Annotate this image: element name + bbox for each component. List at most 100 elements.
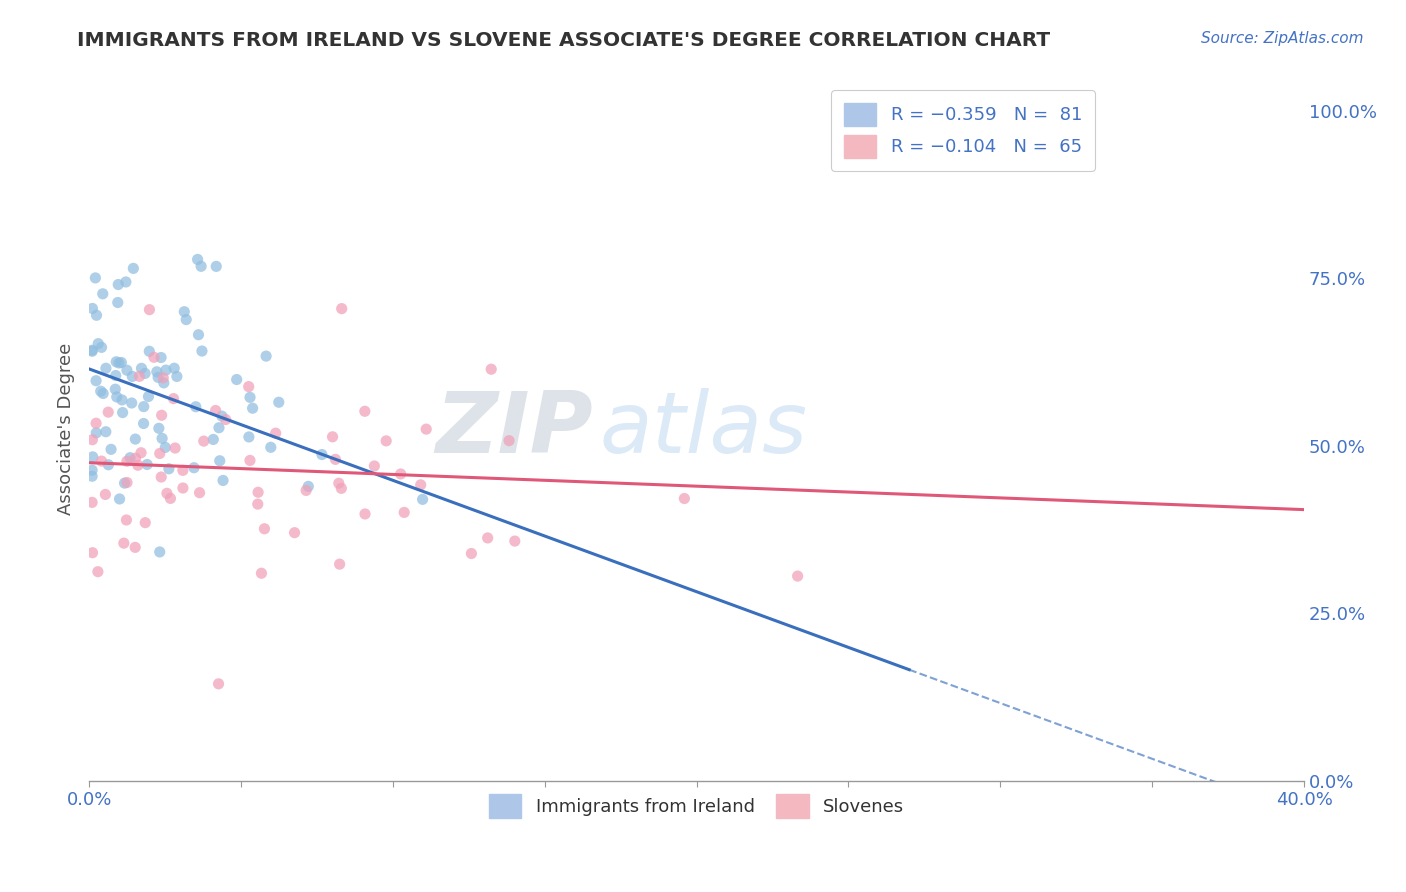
Point <box>132 400 155 414</box>
Point <box>208 454 231 468</box>
Point <box>297 479 319 493</box>
Point <box>134 516 156 530</box>
Point <box>264 426 287 441</box>
Point <box>115 454 138 468</box>
Point <box>389 467 412 481</box>
Point <box>100 442 122 457</box>
Point <box>212 474 235 488</box>
Point <box>82 344 104 359</box>
Point <box>124 432 146 446</box>
Point <box>146 365 169 379</box>
Point <box>134 367 156 381</box>
Point <box>330 301 353 316</box>
Point <box>90 384 112 399</box>
Point <box>166 369 188 384</box>
Point <box>162 392 184 406</box>
Point <box>122 261 145 276</box>
Point <box>129 446 152 460</box>
Point <box>190 260 212 274</box>
Point <box>239 453 262 467</box>
Point <box>97 405 120 419</box>
Text: Source: ZipAtlas.com: Source: ZipAtlas.com <box>1201 31 1364 46</box>
Point <box>211 409 233 424</box>
Point <box>91 286 114 301</box>
Point <box>153 376 176 390</box>
Point <box>82 546 104 560</box>
Point <box>138 344 160 359</box>
Point <box>392 505 415 519</box>
Point <box>202 433 225 447</box>
Point <box>159 491 181 506</box>
Point <box>108 356 131 370</box>
Point <box>188 485 211 500</box>
Point <box>111 392 134 407</box>
Point <box>115 275 138 289</box>
Point <box>247 485 270 500</box>
Point <box>82 343 104 358</box>
Point <box>412 492 434 507</box>
Point <box>127 458 149 473</box>
Point <box>143 351 166 365</box>
Point <box>253 522 276 536</box>
Point <box>82 495 104 509</box>
Point <box>193 434 215 449</box>
Point <box>330 481 353 495</box>
Point <box>90 454 112 468</box>
Point <box>94 361 117 376</box>
Point <box>157 462 180 476</box>
Point <box>136 458 159 472</box>
Point <box>174 312 197 326</box>
Point <box>121 369 143 384</box>
Point <box>90 340 112 354</box>
Point <box>242 401 264 416</box>
Point <box>328 476 350 491</box>
Point <box>150 431 173 445</box>
Point <box>225 372 247 386</box>
Point <box>82 433 104 447</box>
Point <box>149 446 172 460</box>
Text: ZIP: ZIP <box>436 388 593 471</box>
Point <box>250 566 273 581</box>
Point <box>460 547 482 561</box>
Point <box>172 463 194 477</box>
Point <box>786 569 808 583</box>
Point <box>155 363 177 377</box>
Point <box>477 531 499 545</box>
Point <box>110 355 132 369</box>
Point <box>94 425 117 439</box>
Point <box>107 295 129 310</box>
Point <box>152 371 174 385</box>
Point <box>128 369 150 384</box>
Point <box>104 382 127 396</box>
Point <box>322 430 344 444</box>
Point <box>184 400 207 414</box>
Point <box>138 302 160 317</box>
Point <box>363 458 385 473</box>
Point <box>82 301 104 316</box>
Point <box>172 481 194 495</box>
Point <box>82 469 104 483</box>
Point <box>156 486 179 500</box>
Point <box>183 460 205 475</box>
Point <box>238 379 260 393</box>
Point <box>114 476 136 491</box>
Point <box>329 557 352 571</box>
Point <box>108 491 131 506</box>
Point <box>104 368 127 383</box>
Point <box>112 536 135 550</box>
Point <box>132 417 155 431</box>
Point <box>295 483 318 498</box>
Point <box>267 395 290 409</box>
Point <box>115 513 138 527</box>
Point <box>215 412 238 426</box>
Point <box>97 458 120 472</box>
Point <box>150 470 173 484</box>
Point <box>191 344 214 359</box>
Point <box>115 475 138 490</box>
Point <box>187 252 209 267</box>
Point <box>105 355 128 369</box>
Point <box>120 450 142 465</box>
Point <box>207 677 229 691</box>
Point <box>479 362 502 376</box>
Point <box>87 336 110 351</box>
